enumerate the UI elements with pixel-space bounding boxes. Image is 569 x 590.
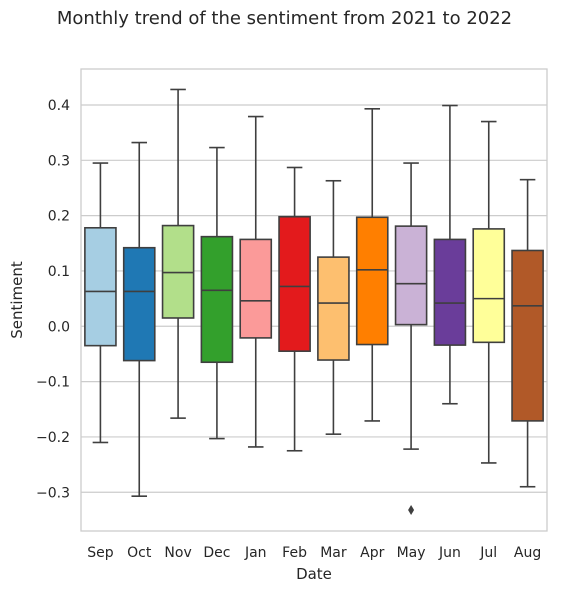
box-nov xyxy=(161,88,195,419)
iqr-box xyxy=(355,216,389,346)
box-jan xyxy=(239,115,273,448)
y-tick-label: −0.2 xyxy=(36,430,70,446)
x-axis-label: Date xyxy=(296,565,332,583)
x-tick-label: Jun xyxy=(438,545,461,561)
iqr-box xyxy=(200,235,234,364)
x-tick-label: Feb xyxy=(282,545,307,561)
box-aug xyxy=(511,178,544,488)
box-may xyxy=(394,162,428,515)
x-tick-label: Jan xyxy=(244,545,267,561)
box-sep xyxy=(84,162,117,444)
y-tick-label: 0.3 xyxy=(48,153,70,169)
x-tick-label: Dec xyxy=(203,545,230,561)
box-oct xyxy=(122,141,156,497)
iqr-box xyxy=(511,249,544,422)
x-tick-label: Sep xyxy=(87,545,114,561)
x-tick-label: Aug xyxy=(514,545,541,561)
iqr-box xyxy=(239,238,273,339)
iqr-box xyxy=(161,224,195,319)
y-tick-label: 0.2 xyxy=(48,209,70,225)
y-tick-label: 0.4 xyxy=(48,98,70,114)
plot-frame xyxy=(80,68,548,532)
gridlines xyxy=(81,104,547,493)
chart-title: Monthly trend of the sentiment from 2021… xyxy=(56,8,513,29)
y-tick-label: −0.3 xyxy=(36,485,70,501)
x-tick-label: Mar xyxy=(320,545,347,561)
iqr-box xyxy=(317,256,350,361)
x-tick-label: May xyxy=(397,545,426,561)
iqr-box xyxy=(84,226,117,347)
x-tick-label: Apr xyxy=(360,545,384,561)
box-dec xyxy=(200,146,234,440)
outlier-point xyxy=(408,504,415,515)
box-jun xyxy=(433,104,467,405)
iqr-box xyxy=(472,228,506,344)
box-apr xyxy=(355,108,389,422)
box-jul xyxy=(472,120,506,464)
y-tick-label: 0.1 xyxy=(48,264,70,280)
box-mar xyxy=(317,179,350,435)
y-tick-label: −0.1 xyxy=(36,375,70,391)
iqr-box xyxy=(394,225,428,326)
iqr-box xyxy=(278,215,311,352)
x-tick-label: Oct xyxy=(127,545,152,561)
y-axis-label: Sentiment xyxy=(8,261,26,339)
iqr-box xyxy=(122,246,156,362)
x-tick-label: Nov xyxy=(164,545,191,561)
box-series xyxy=(84,88,544,515)
y-tick-label: 0.0 xyxy=(48,319,70,335)
x-tick-label: Jul xyxy=(479,545,497,561)
x-tick-labels: Sep Oct Nov Dec Jan Feb Mar Apr May Jun Jul Aug xyxy=(87,545,541,561)
iqr-box xyxy=(433,238,467,346)
box-feb xyxy=(278,166,311,452)
y-tick-labels: −0.3 −0.2 −0.1 0.0 0.1 0.2 0.3 0.4 xyxy=(36,98,70,501)
